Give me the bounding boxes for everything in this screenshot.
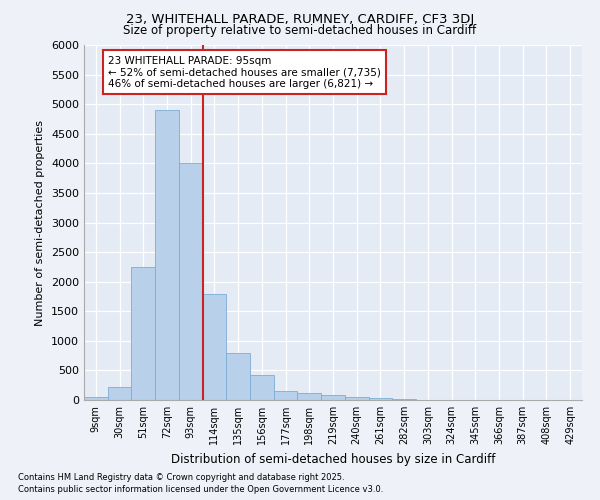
Y-axis label: Number of semi-detached properties: Number of semi-detached properties [35,120,46,326]
X-axis label: Distribution of semi-detached houses by size in Cardiff: Distribution of semi-detached houses by … [171,452,495,466]
Bar [368,398,392,400]
Bar [298,393,321,400]
Bar [392,399,416,400]
Text: 23 WHITEHALL PARADE: 95sqm
← 52% of semi-detached houses are smaller (7,735)
46%: 23 WHITEHALL PARADE: 95sqm ← 52% of semi… [108,56,380,89]
Bar [321,396,345,400]
Bar [155,110,179,400]
Text: Contains public sector information licensed under the Open Government Licence v3: Contains public sector information licen… [18,485,383,494]
Bar [250,374,274,400]
Text: Contains HM Land Registry data © Crown copyright and database right 2025.: Contains HM Land Registry data © Crown c… [18,472,344,482]
Bar [131,267,155,400]
Bar [108,387,131,400]
Bar [179,164,203,400]
Text: 23, WHITEHALL PARADE, RUMNEY, CARDIFF, CF3 3DJ: 23, WHITEHALL PARADE, RUMNEY, CARDIFF, C… [126,12,474,26]
Bar [274,390,298,400]
Bar [345,397,368,400]
Bar [84,397,108,400]
Text: Size of property relative to semi-detached houses in Cardiff: Size of property relative to semi-detach… [124,24,476,37]
Bar [203,294,226,400]
Bar [226,352,250,400]
